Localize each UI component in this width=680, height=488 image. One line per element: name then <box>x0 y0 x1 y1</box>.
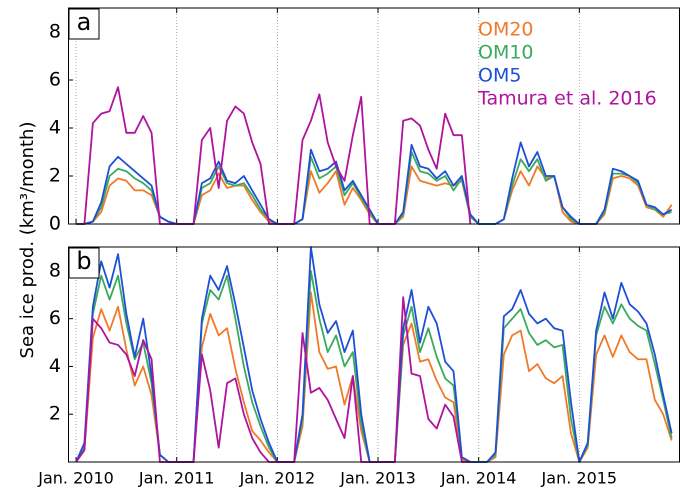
y-axis-label: Sea ice prod. (km³/month) <box>17 122 38 359</box>
series-line <box>76 141 673 225</box>
series-line <box>75 246 673 463</box>
y-tick-label: 2 <box>49 403 61 425</box>
panel-label-box <box>68 8 100 40</box>
series-line <box>75 291 673 463</box>
x-tick-label: Jan. 2013 <box>339 469 416 488</box>
y-tick-label: 8 <box>49 21 61 43</box>
legend-entry: OM10 <box>478 42 534 64</box>
x-tick-label: Jan. 2014 <box>440 469 517 488</box>
panel-label: a <box>77 8 92 36</box>
legend-entry: OM5 <box>478 65 521 87</box>
x-tick-label: Jan. 2015 <box>541 469 618 488</box>
panel-label-box <box>68 247 100 279</box>
series-line <box>76 151 672 225</box>
legend-entry: OM20 <box>478 19 534 41</box>
y-tick-label: 2 <box>49 165 61 187</box>
x-tick-label: Jan. 2010 <box>37 469 114 488</box>
series-line <box>75 269 673 463</box>
plot-frame <box>68 7 680 225</box>
y-tick-label: 8 <box>49 259 61 281</box>
x-tick-label: Jan. 2011 <box>138 469 215 488</box>
legend-entry: Tamura et al. 2016 <box>477 88 657 110</box>
y-tick-label: 6 <box>49 307 61 329</box>
y-tick-label: 4 <box>49 117 61 139</box>
panel-label: b <box>76 247 91 275</box>
series-line <box>75 296 471 463</box>
x-tick-label: Jan. 2012 <box>239 469 316 488</box>
y-tick-label: 0 <box>49 213 61 235</box>
y-tick-label: 6 <box>49 69 61 91</box>
y-tick-label: 4 <box>49 355 61 377</box>
